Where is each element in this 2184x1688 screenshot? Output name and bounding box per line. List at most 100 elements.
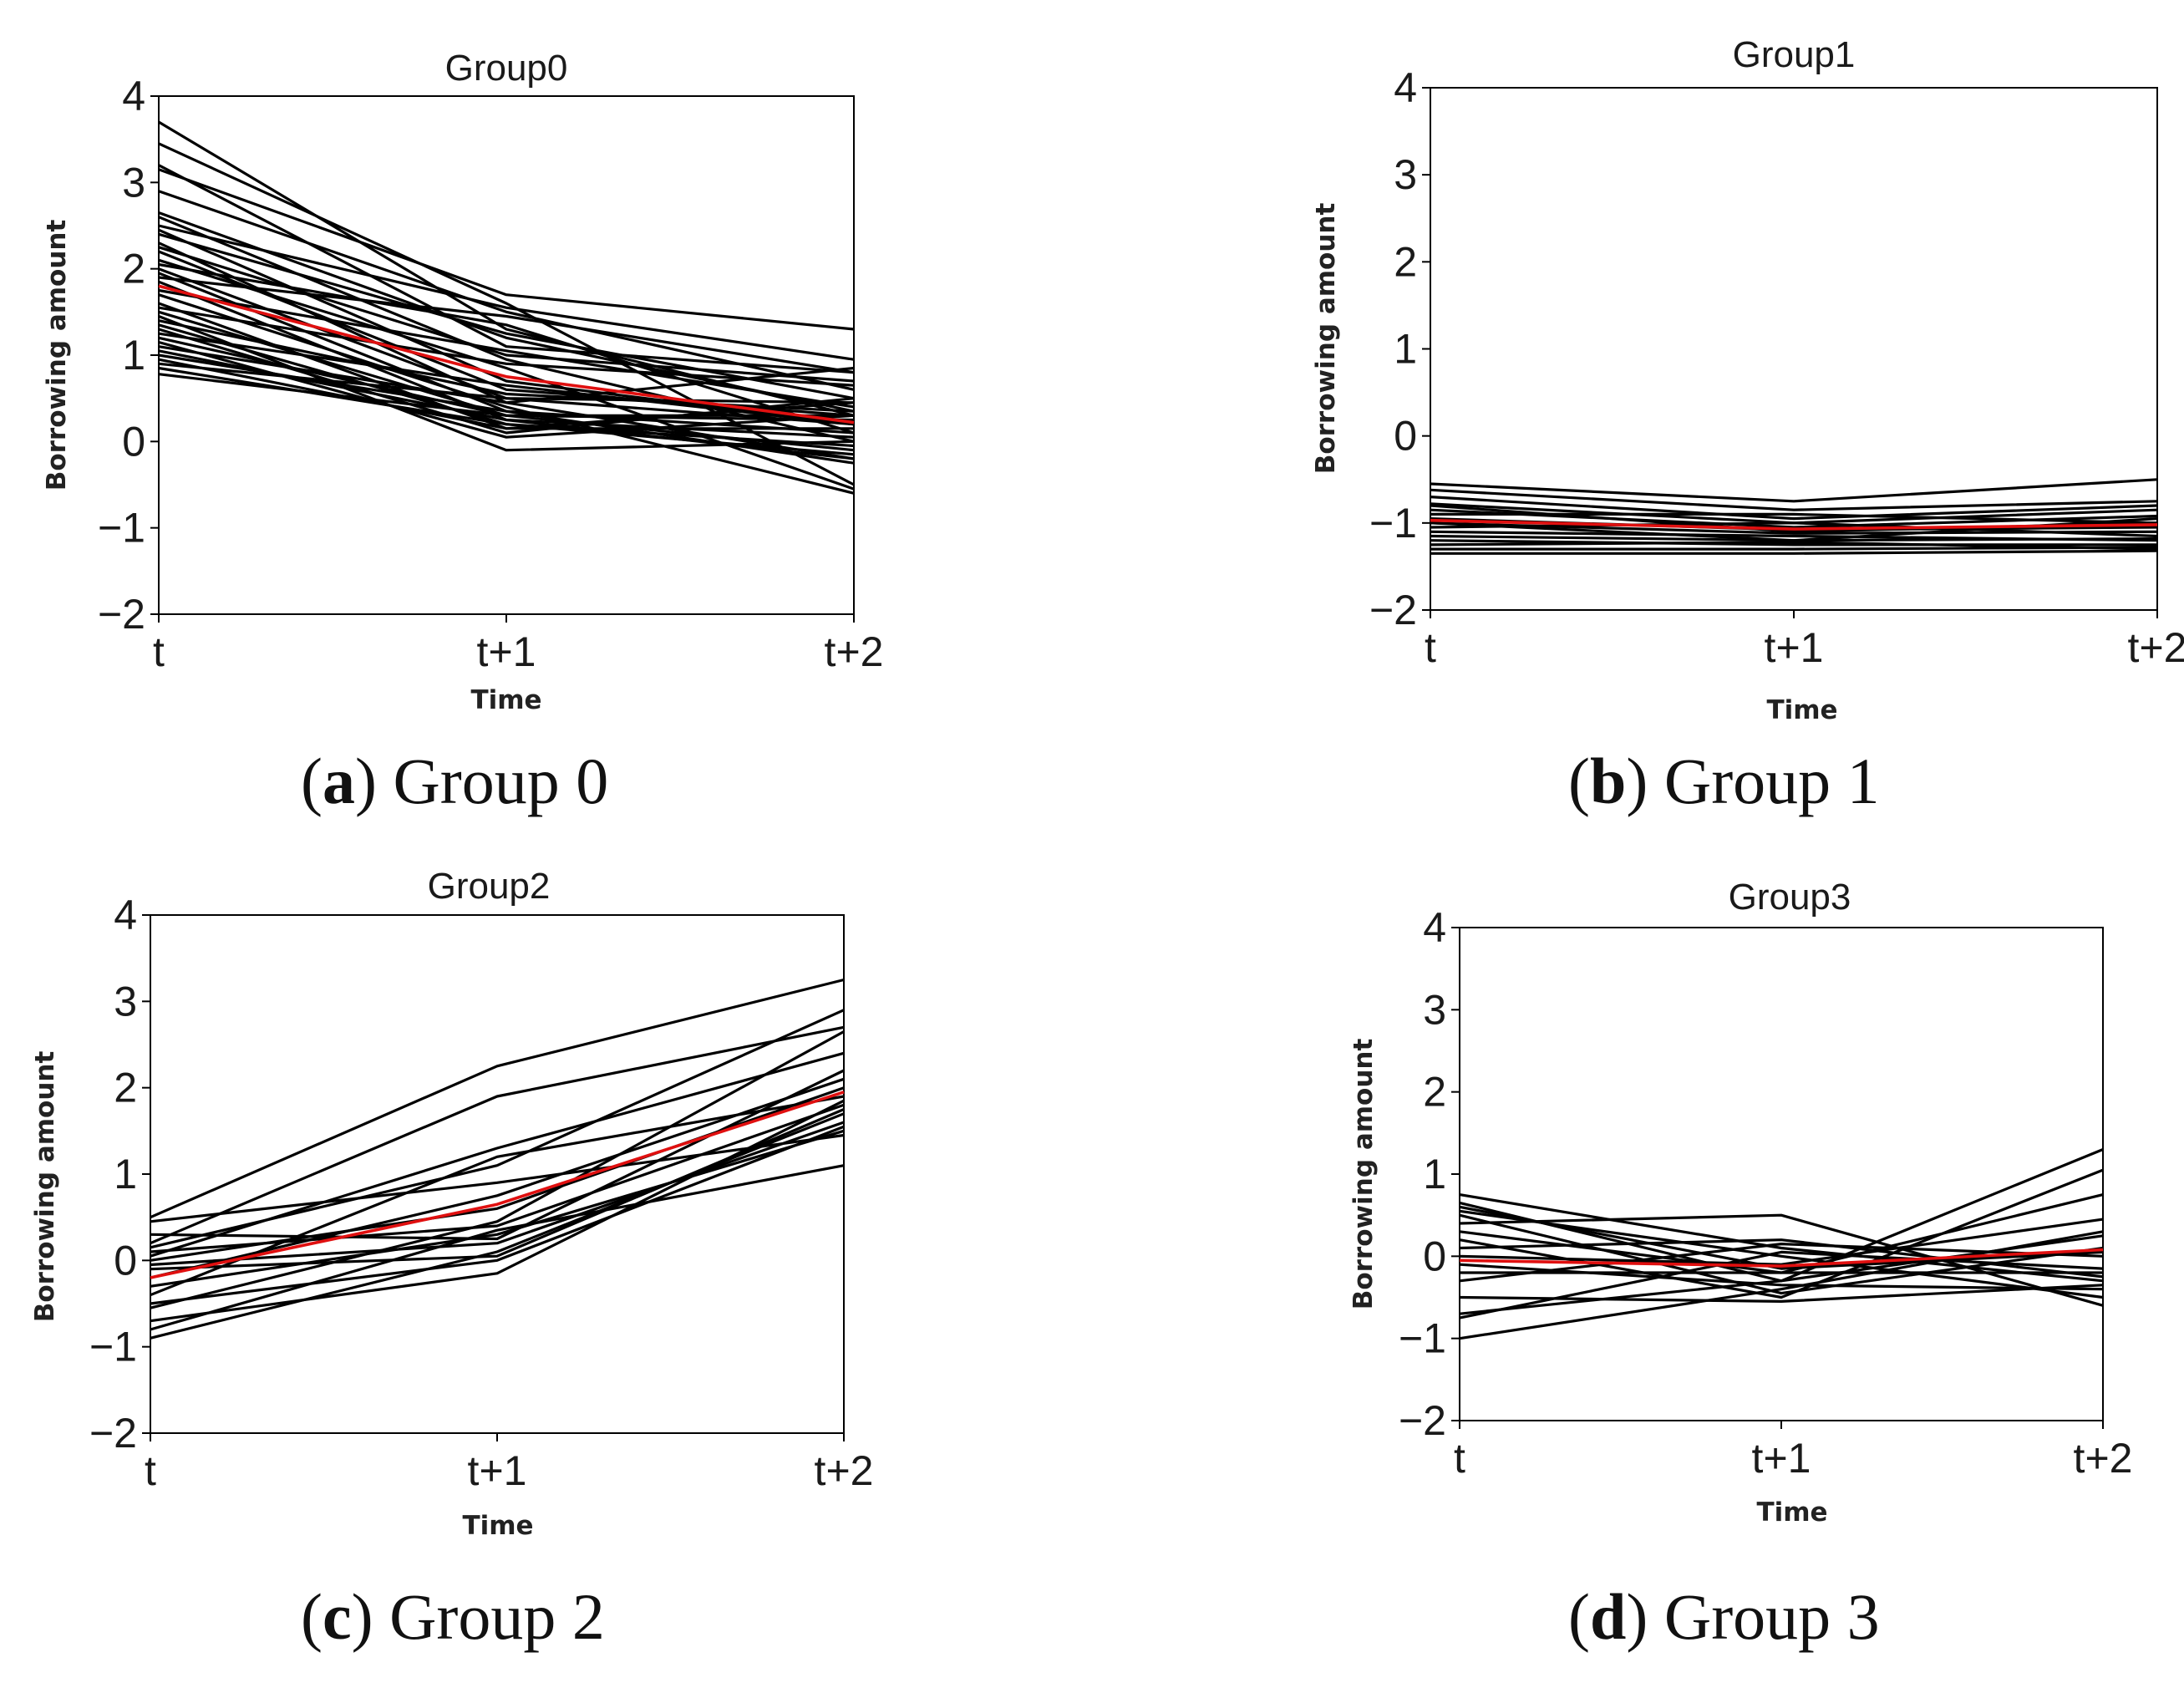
y-tick-label: 1 (1423, 1151, 1446, 1197)
x-tick-label: t (1425, 624, 1436, 671)
series-line (1430, 546, 2158, 551)
y-axis-label: Borrowing amount (42, 220, 72, 491)
x-tick-label: t+1 (477, 628, 536, 675)
chart-title: Group2 (428, 866, 551, 907)
series-line (150, 1069, 845, 1241)
y-tick-label: 4 (122, 73, 145, 119)
series-line (1459, 1205, 2104, 1270)
y-tick-label: 4 (114, 892, 137, 938)
chart-panel-group1: Group1 Time Borrowing amount −2 −1 0 1 2 3 4 t t… (1092, 0, 2184, 844)
x-tick-label: t (145, 1447, 156, 1494)
series-line (150, 1025, 845, 1245)
caption-letter: c (322, 1580, 352, 1653)
chart-svg-group0: Group0 Time Borrowing amount −2 −1 0 1 2 3 4 t t… (42, 48, 884, 715)
y-tick-label: −1 (1399, 1315, 1446, 1362)
chart-title: Group1 (1733, 34, 1856, 75)
y-tick-label: 3 (122, 159, 145, 206)
y-tick-label: −1 (1369, 500, 1417, 547)
caption-text: Group 3 (1663, 1580, 1880, 1653)
chart-panel-group0: Group0 Time Borrowing amount −2 −1 0 1 2 3 4 t t… (0, 0, 1092, 844)
mean-series-line (150, 1091, 845, 1279)
x-tick-label: t+2 (825, 628, 884, 675)
plot-frame (1459, 927, 2104, 1421)
series-line (1430, 539, 2157, 547)
series-line (150, 1077, 845, 1279)
series-line (158, 211, 855, 413)
x-tick-label: t (153, 628, 165, 675)
chart-svg-group1: Group1 Time Borrowing amount −2 −1 0 1 2 3 4 t t… (1311, 34, 2184, 725)
y-tick-label: 4 (1423, 904, 1446, 951)
y-tick-label: 0 (122, 418, 145, 465)
series-line (1430, 549, 2158, 555)
mean-series-line (1430, 518, 2158, 531)
y-tick-label: −2 (89, 1410, 137, 1457)
series-line (1459, 1250, 2104, 1319)
series-line (150, 1129, 845, 1288)
chart-svg-group2: Group2 Time Borrowing amount −2 −1 0 1 2 3 4 t t… (30, 866, 874, 1541)
caption-letter: b (1589, 745, 1627, 817)
x-axis-label: Time (470, 685, 541, 715)
series-line (158, 353, 855, 435)
y-tick-label: 1 (114, 1151, 137, 1197)
caption-text: Group 0 (393, 745, 609, 817)
y-tick-label: 0 (114, 1237, 137, 1284)
series-line (150, 1164, 845, 1331)
series-line (150, 1133, 845, 1223)
caption-text: Group 2 (389, 1580, 605, 1653)
series-line (158, 142, 855, 486)
x-tick-label: t+2 (2128, 624, 2184, 671)
y-tick-label: −1 (98, 505, 145, 552)
series-line (158, 288, 855, 409)
series-line (150, 1112, 845, 1340)
series-line (158, 224, 855, 361)
x-axis-label: Time (462, 1511, 533, 1541)
chart-title: Group0 (445, 48, 568, 89)
series-line (158, 306, 855, 387)
y-tick-label: −2 (1399, 1397, 1446, 1444)
y-tick-label: 0 (1423, 1233, 1446, 1279)
y-axis-label: Borrowing amount (30, 1051, 60, 1323)
mean-series-line (1459, 1248, 2104, 1268)
y-axis-label: Borrowing amount (1311, 203, 1341, 475)
y-tick-label: 1 (122, 332, 145, 379)
series-line (158, 345, 855, 404)
y-tick-label: −1 (89, 1324, 137, 1370)
series-line (1459, 1193, 2104, 1283)
series-line (158, 246, 855, 383)
x-tick-label: t+1 (468, 1447, 527, 1494)
caption-group0: (a) Group 0 (301, 745, 609, 817)
caption-letter: d (1589, 1580, 1627, 1653)
x-axis-label: Time (1756, 1497, 1827, 1528)
plot-frame (150, 914, 845, 1434)
y-tick-label: 1 (1394, 326, 1417, 373)
series-line (1459, 1218, 2104, 1266)
x-tick-label: t+1 (1765, 624, 1824, 671)
caption-group3: (d) Group 3 (1568, 1580, 1880, 1653)
x-tick-label: t+2 (815, 1447, 874, 1494)
series-line (150, 1099, 845, 1323)
series-line (150, 1095, 845, 1297)
series-line (150, 1009, 845, 1249)
series-line (150, 978, 845, 1219)
y-tick-label: 4 (1394, 64, 1417, 111)
series-line (158, 190, 855, 391)
series-line (150, 1121, 845, 1267)
series-line (158, 262, 855, 435)
series-line (1459, 1284, 2104, 1304)
series-line (1430, 521, 2158, 538)
y-tick-label: 0 (1394, 413, 1417, 460)
y-tick-label: −2 (1369, 587, 1417, 633)
series-line (150, 1051, 845, 1258)
y-tick-label: 3 (1423, 986, 1446, 1033)
y-axis-label: Borrowing amount (1348, 1039, 1379, 1310)
x-tick-label: t+1 (1752, 1435, 1811, 1482)
series-line (1430, 496, 2158, 521)
series-line (1459, 1213, 2104, 1307)
series-line (158, 358, 855, 430)
series-line (158, 373, 854, 417)
series-line (158, 216, 855, 443)
series-line (158, 232, 855, 400)
chart-panel-group2: Group2 Time Borrowing amount −2 −1 0 1 2 3 4 t t… (0, 844, 1092, 1688)
y-tick-label: 2 (1423, 1069, 1446, 1116)
chart-svg-group3: Group3 Time Borrowing amount −2 −1 0 1 2 3 4 t t… (1348, 877, 2132, 1528)
